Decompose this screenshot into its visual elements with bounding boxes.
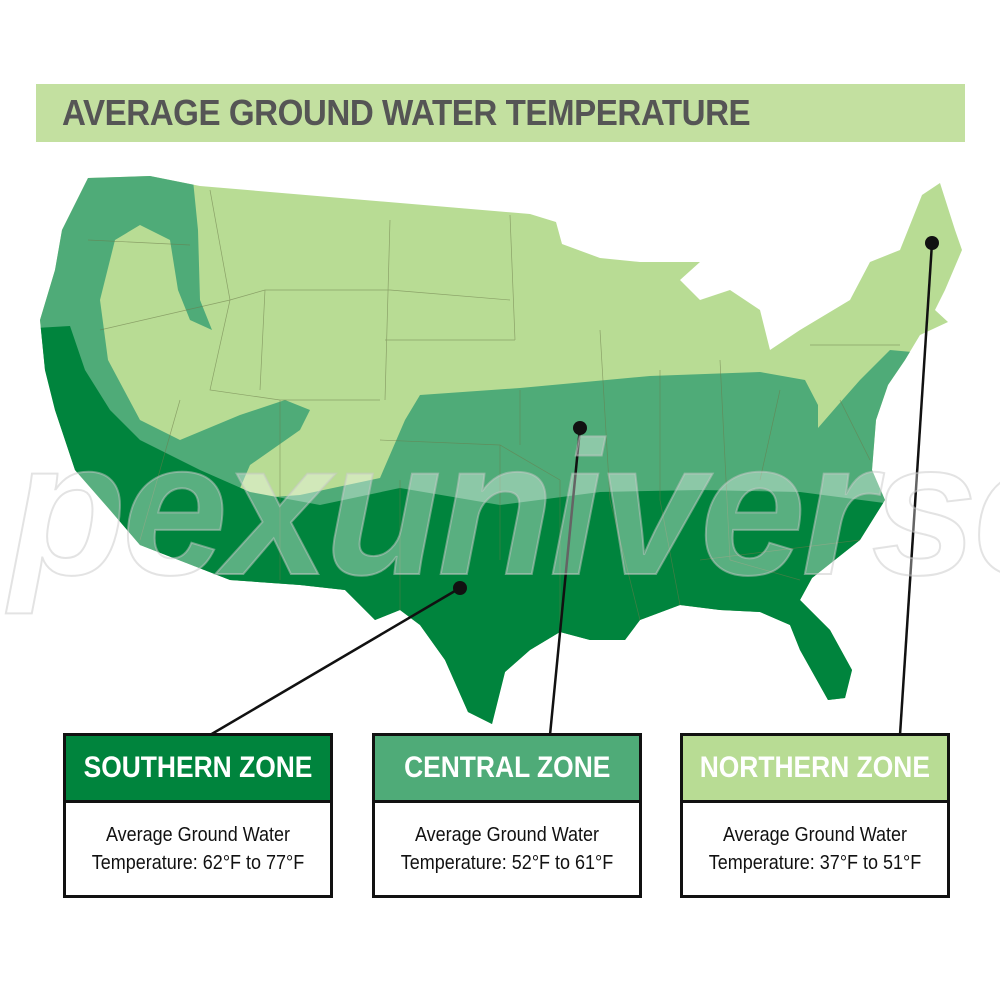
southern-zone-area (40, 326, 962, 724)
zone-temperature: Temperature: 37°F to 51°F (708, 852, 922, 874)
zone-name: CENTRAL ZONE (403, 751, 611, 784)
northern-zone-box: NORTHERN ZONE Average Ground Water Tempe… (680, 733, 950, 898)
zone-header: CENTRAL ZONE (375, 736, 639, 803)
central-pointer-line (548, 427, 582, 736)
zone-line1: Average Ground Water (722, 824, 908, 846)
zone-line1: Average Ground Water (105, 824, 291, 846)
zone-header: SOUTHERN ZONE (66, 736, 330, 803)
northern-marker-dot (925, 236, 939, 250)
zone-pointers (209, 242, 934, 737)
zone-name: SOUTHERN ZONE (83, 751, 313, 784)
southern-zone-box: SOUTHERN ZONE Average Ground Water Tempe… (63, 733, 333, 898)
page-title: AVERAGE GROUND WATER TEMPERATURE (62, 92, 751, 133)
state-borders (87, 189, 900, 632)
zone-header: NORTHERN ZONE (683, 736, 947, 803)
northern-pointer-line (898, 242, 934, 736)
zone-description: Average Ground Water Temperature: 62°F t… (66, 803, 330, 877)
central-marker-dot (573, 421, 587, 435)
zone-line1: Average Ground Water (414, 824, 600, 846)
zone-name: NORTHERN ZONE (699, 751, 931, 784)
zone-temperature: Temperature: 62°F to 77°F (91, 852, 305, 874)
zone-description: Average Ground Water Temperature: 37°F t… (683, 803, 947, 877)
zone-temperature: Temperature: 52°F to 61°F (400, 852, 614, 874)
title-bar: AVERAGE GROUND WATER TEMPERATURE (36, 84, 965, 142)
southern-marker-dot (453, 581, 467, 595)
central-zone-box: CENTRAL ZONE Average Ground Water Temper… (372, 733, 642, 898)
zone-description: Average Ground Water Temperature: 52°F t… (375, 803, 639, 877)
southern-pointer-line (209, 586, 461, 737)
